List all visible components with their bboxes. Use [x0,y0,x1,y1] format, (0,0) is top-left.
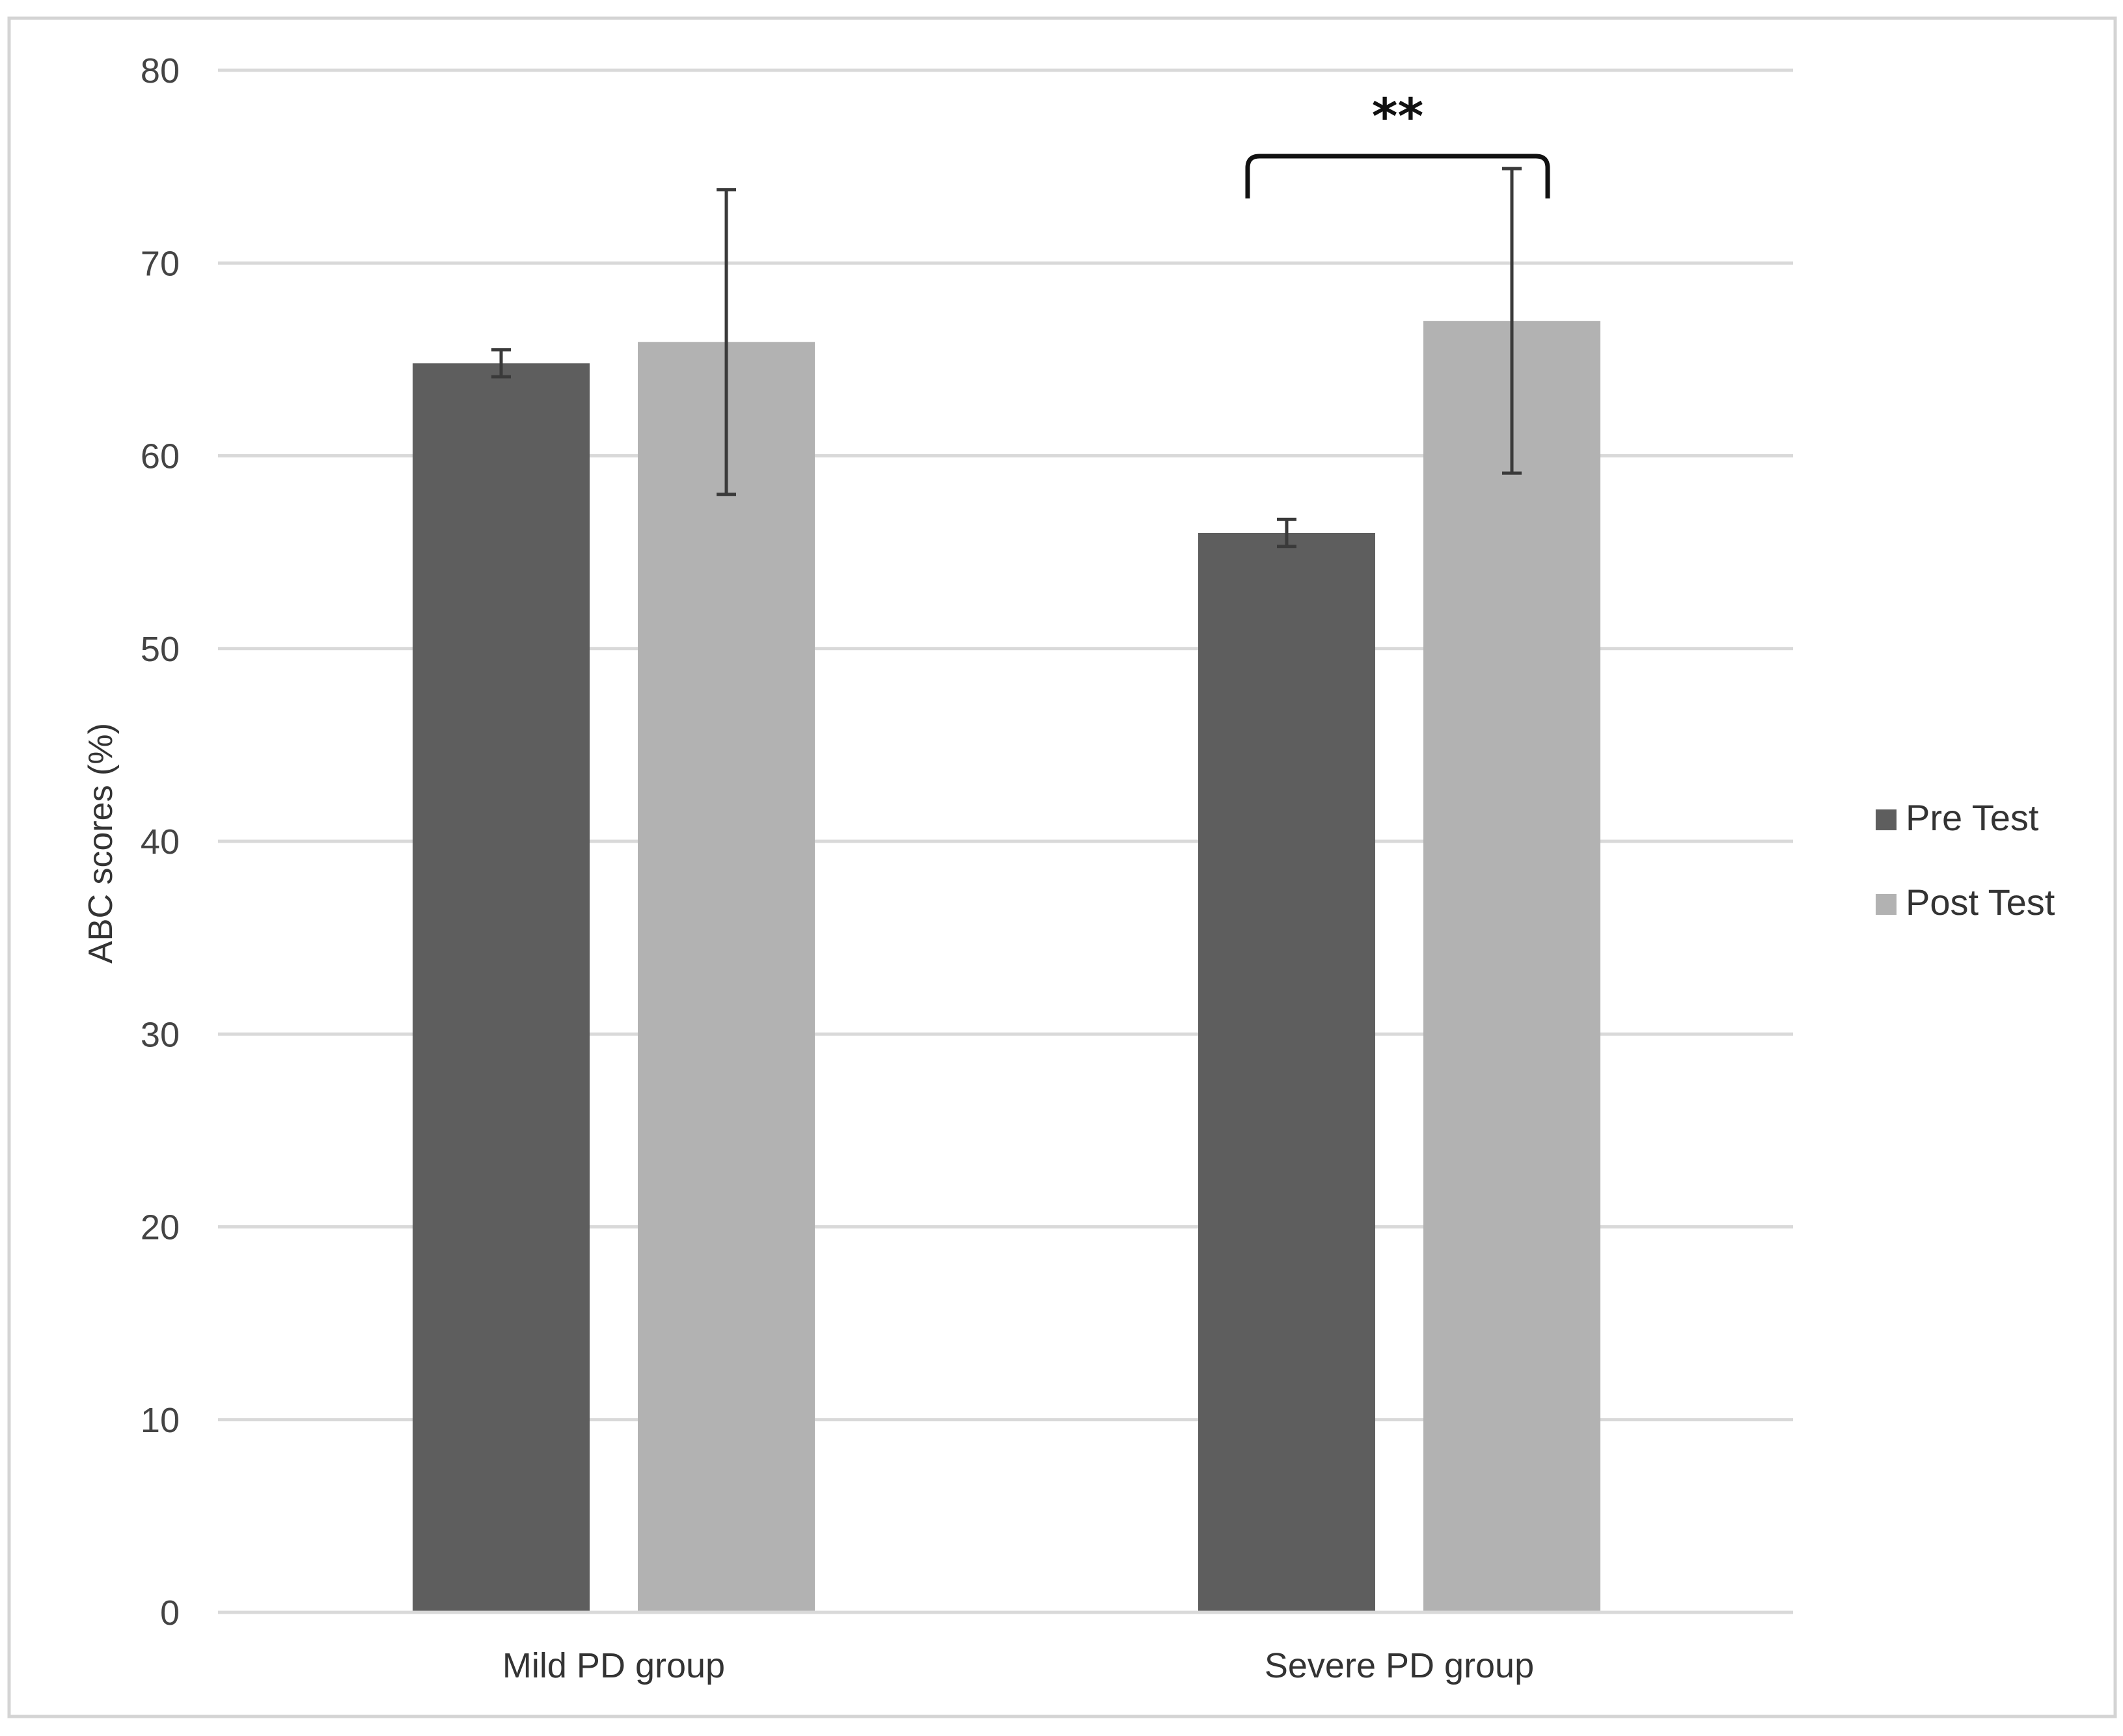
x-category-label: Severe PD group [1265,1646,1534,1685]
y-tick-label: 30 [141,1015,180,1054]
significance-label: ** [1372,87,1424,145]
y-tick-label: 20 [141,1208,180,1247]
y-tick-label: 60 [141,437,180,476]
chart-border [7,16,2117,1718]
error-bar [1277,517,1296,549]
y-axis-title: ABC scores (%) [82,723,120,964]
legend-item: Post Test [1876,882,2055,923]
y-tick-label: 50 [141,630,180,669]
legend-swatch [1876,809,1897,830]
legend-swatch [1876,894,1897,915]
error-bar [717,188,736,496]
y-tick-label: 10 [141,1401,180,1440]
bars [218,321,1793,1614]
bar-post-test-2 [1423,321,1600,1612]
bar-pre-test-1 [413,363,590,1612]
x-axis-categories: Mild PD group Severe PD group [502,1646,1534,1685]
error-bar [1502,167,1522,475]
significance-bracket [1245,154,1550,198]
legend: Pre Test Post Test [1876,797,2055,923]
legend-label: Pre Test [1906,797,2039,838]
error-bars [491,167,1522,549]
legend-label: Post Test [1906,882,2055,923]
y-tick-label: 40 [141,822,180,861]
bar-pre-test-2 [1198,533,1375,1612]
significance-annotations: ** [1245,87,1550,198]
y-axis-ticks: 0 10 20 30 40 50 60 70 80 [141,51,180,1633]
y-tick-label: 70 [141,244,180,283]
y-tick-label: 80 [141,51,180,90]
error-bar [491,348,511,379]
legend-item: Pre Test [1876,797,2039,838]
bar-post-test-1 [638,342,815,1612]
y-tick-label: 0 [160,1594,180,1633]
x-category-label: Mild PD group [502,1646,725,1685]
